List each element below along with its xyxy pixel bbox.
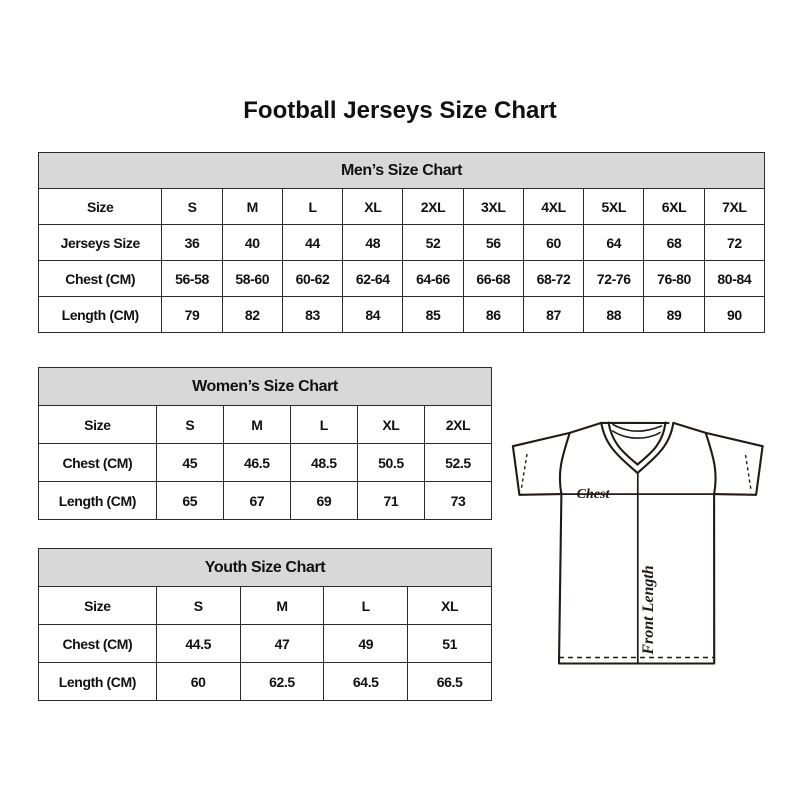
svg-text:Front Length: Front Length	[640, 565, 657, 655]
svg-text:Chest: Chest	[577, 487, 611, 502]
